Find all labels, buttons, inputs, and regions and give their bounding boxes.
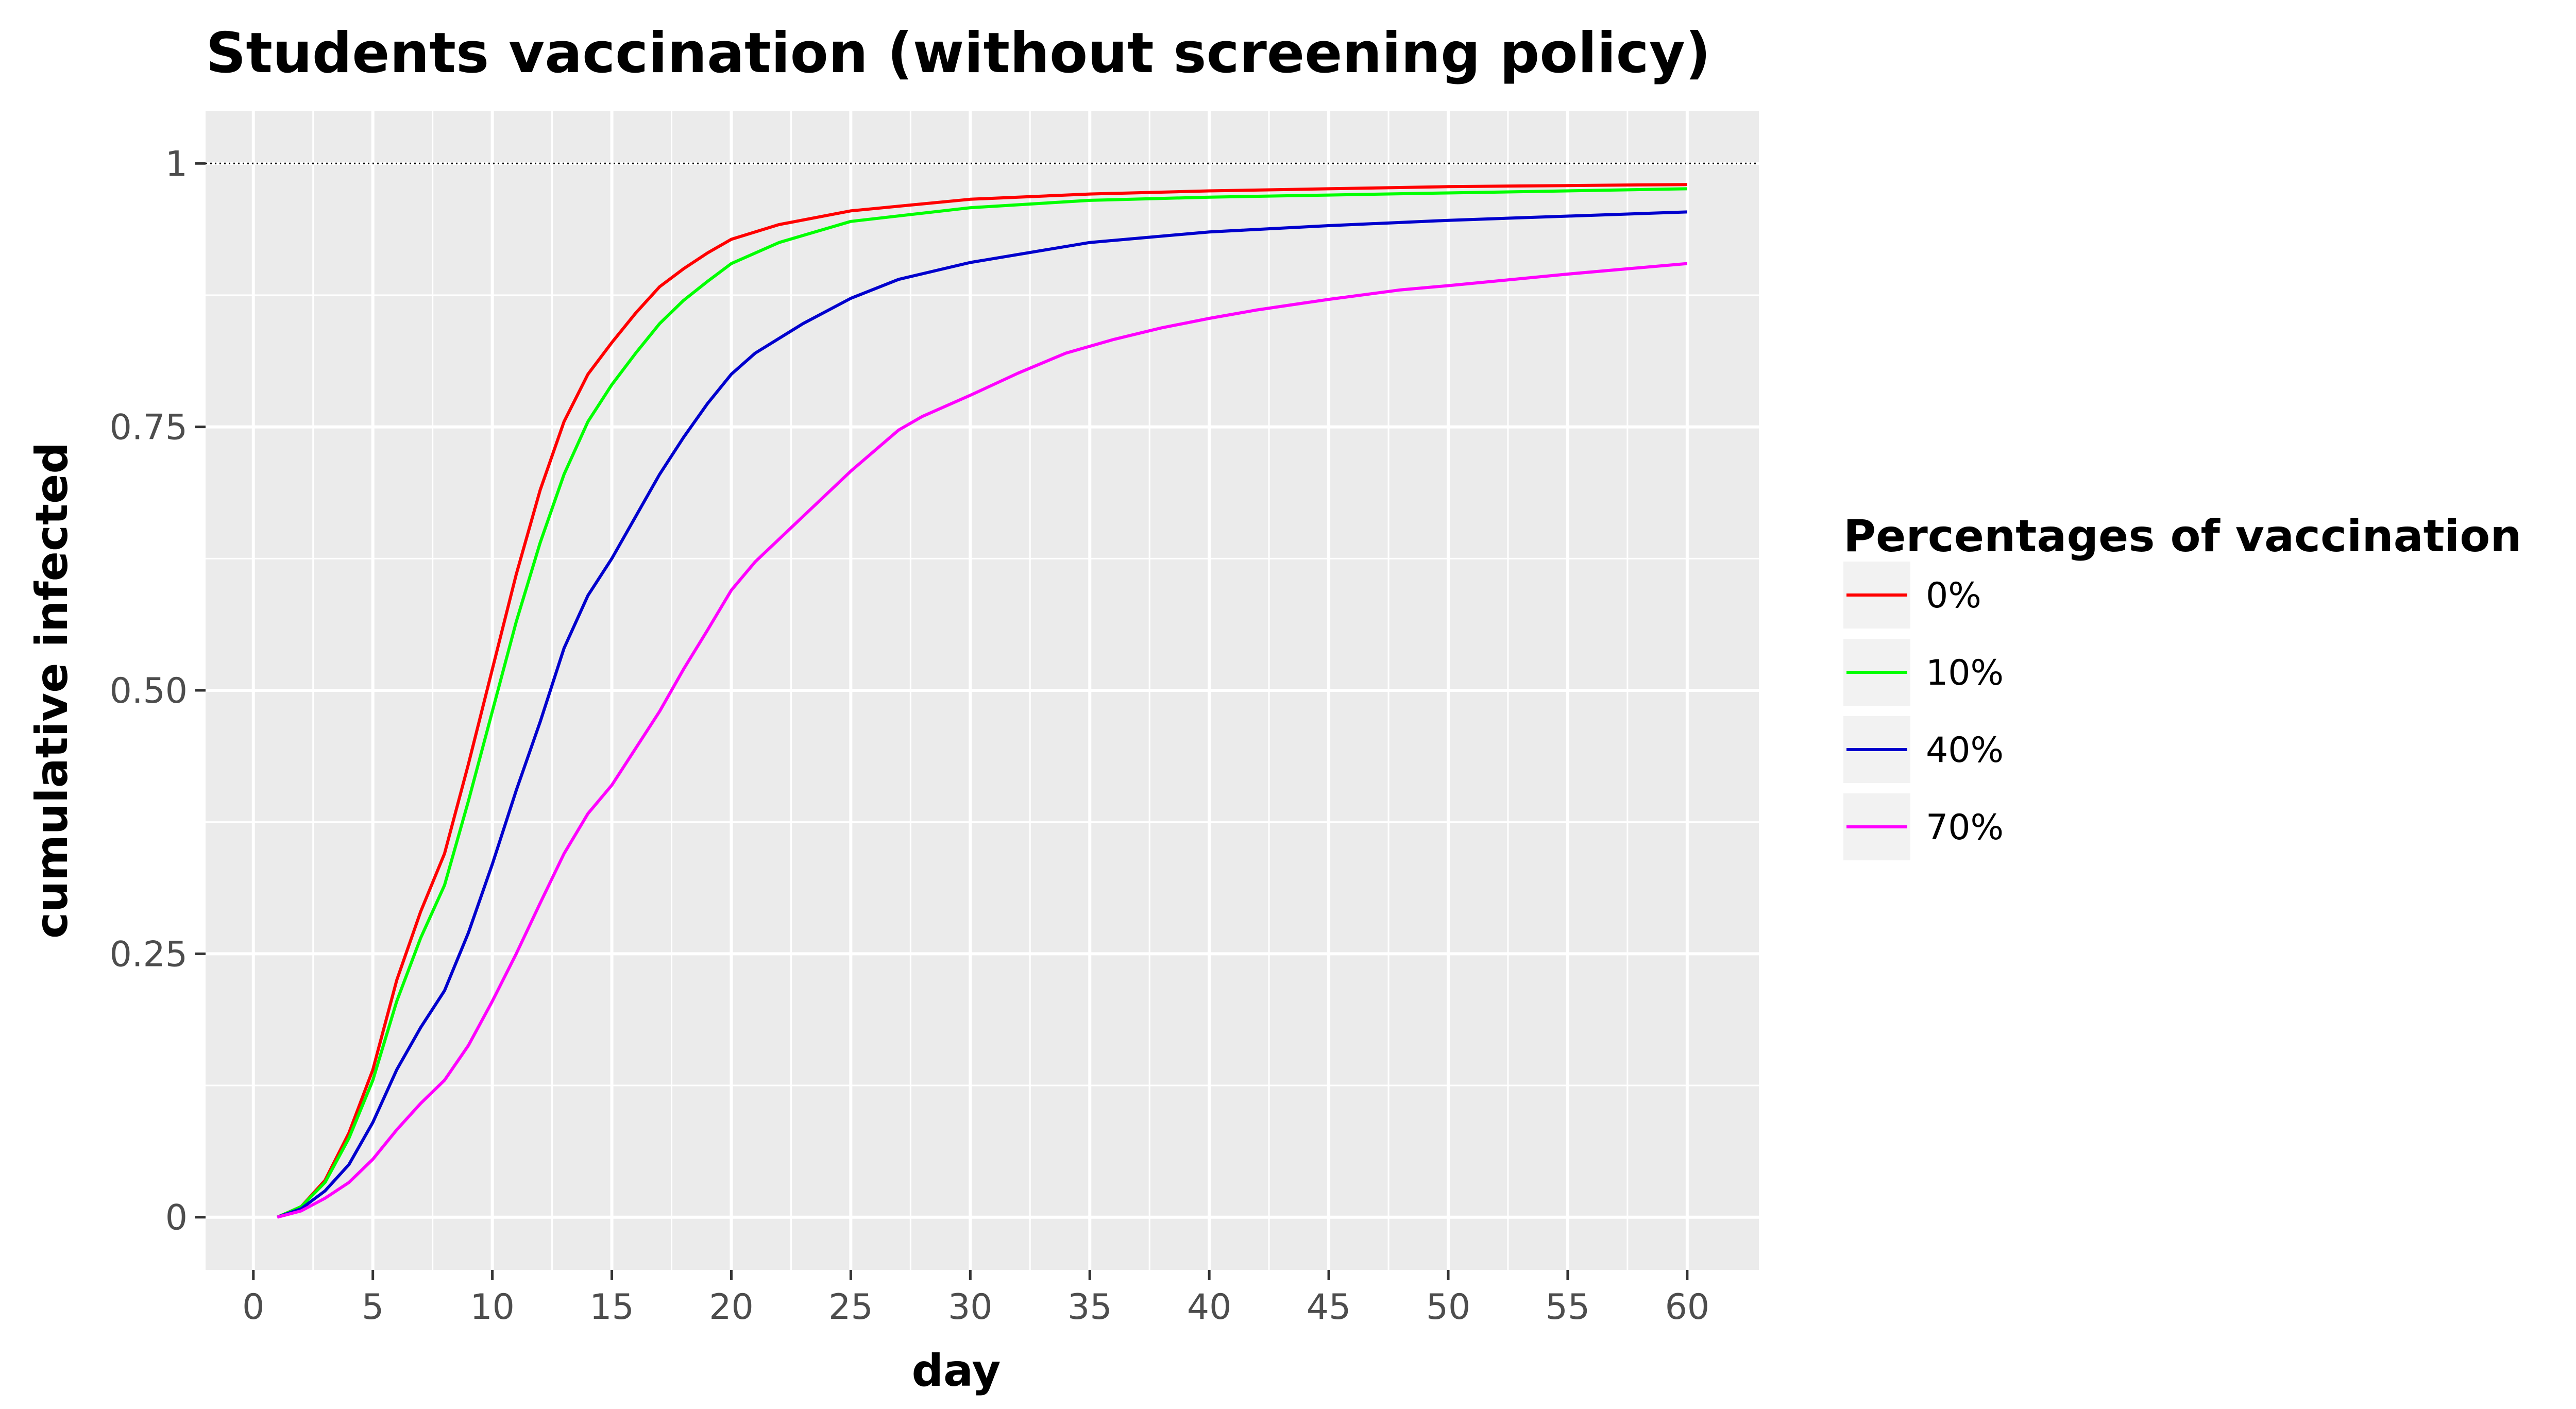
legend-label: 40% <box>1926 730 2004 771</box>
legend-item: 0% <box>1843 562 1981 629</box>
y-tick-label: 0.25 <box>110 934 188 975</box>
x-tick-label: 40 <box>1187 1287 1232 1328</box>
legend-item: 10% <box>1843 639 2004 706</box>
legend-item: 40% <box>1843 716 2004 783</box>
chart-title: Students vaccination (without screening … <box>206 21 1711 86</box>
x-tick-label: 35 <box>1067 1287 1112 1328</box>
series-line-2 <box>276 187 1687 1219</box>
legend-item: 70% <box>1843 793 2004 860</box>
series-line-1 <box>276 183 1687 1219</box>
x-axis-title: day <box>911 1345 1001 1397</box>
legend-label: 70% <box>1926 807 2004 848</box>
x-axis: 0 5 10 15 20 25 30 35 40 45 50 55 60 <box>242 1270 1709 1328</box>
x-tick-label: 20 <box>709 1287 754 1328</box>
y-tick-label: 0.50 <box>110 671 188 711</box>
x-tick-label: 10 <box>470 1287 515 1328</box>
series-line-4 <box>277 262 1688 1219</box>
series-lines <box>276 183 1688 1219</box>
y-tick-label: 0 <box>165 1198 188 1238</box>
x-tick-label: 45 <box>1307 1287 1351 1328</box>
x-tick-label: 55 <box>1546 1287 1590 1328</box>
legend-items: 0% 10% 40% 70% <box>1843 562 2004 860</box>
major-gridlines <box>206 111 1759 1270</box>
legend-label: 10% <box>1926 653 2004 693</box>
y-axis-title: cumulative infected <box>26 442 78 939</box>
x-tick-label: 30 <box>948 1287 993 1328</box>
x-tick-label: 0 <box>242 1287 264 1328</box>
x-tick-label: 15 <box>589 1287 634 1328</box>
x-tick-label: 5 <box>362 1287 384 1328</box>
x-tick-label: 60 <box>1665 1287 1710 1328</box>
y-tick-label: 0.75 <box>110 408 188 448</box>
x-tick-label: 50 <box>1426 1287 1471 1328</box>
x-tick-label: 25 <box>828 1287 873 1328</box>
y-axis: 0 0.25 0.50 0.75 1 <box>110 144 206 1238</box>
y-tick-label: 1 <box>165 144 188 184</box>
legend-label: 0% <box>1926 575 1981 616</box>
legend: Percentages of vaccination 0% 10% 40% 70% <box>1843 511 2522 860</box>
series-line-3 <box>277 210 1687 1219</box>
legend-title: Percentages of vaccination <box>1843 511 2522 562</box>
